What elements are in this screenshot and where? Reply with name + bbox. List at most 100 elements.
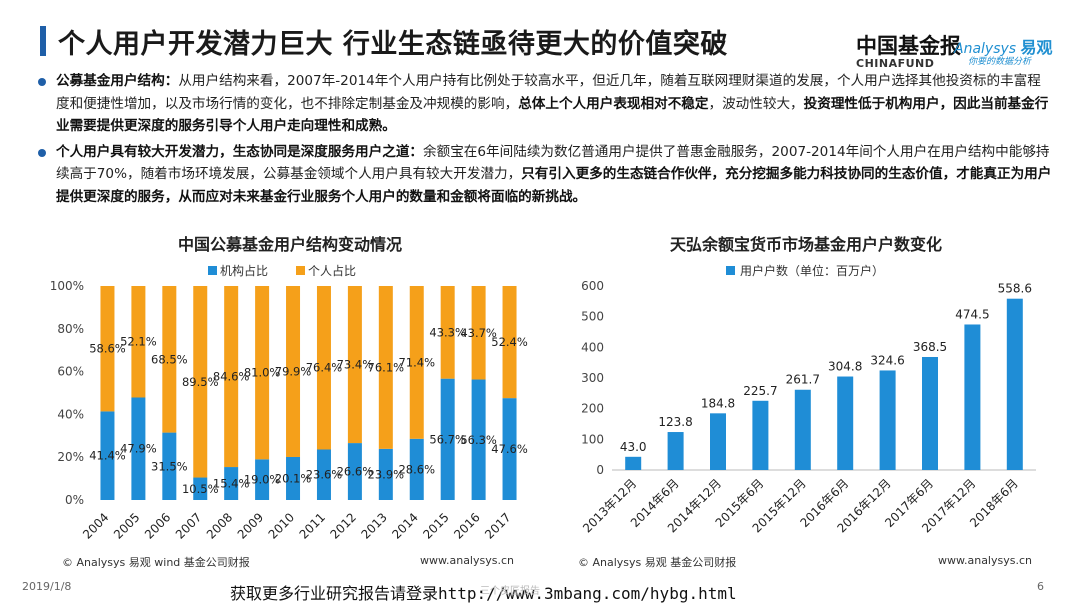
x-tick-label: 2017	[482, 510, 513, 541]
y-tick-label: 300	[581, 371, 604, 385]
chinafund-logo: 中国基金报	[856, 33, 961, 58]
page-number: 6	[1037, 580, 1044, 593]
analysys-logo: Analysys 易观	[954, 34, 1053, 58]
data-label: 52.4%	[491, 335, 528, 349]
x-tick-label: 2005	[111, 510, 142, 541]
slide-date: 2019/1/8	[22, 580, 72, 593]
bar-segment	[255, 459, 270, 500]
bar	[879, 370, 896, 470]
bar-segment	[440, 286, 455, 379]
x-tick-label: 2014	[389, 510, 420, 541]
yiguan-logo: 易观	[1020, 38, 1053, 57]
legend-swatch	[296, 266, 305, 275]
bar-segment	[162, 286, 177, 433]
data-label: 23.9%	[368, 467, 405, 481]
yuebao-users-chart: 天弘余额宝货币市场基金用户户数变化 用户户数（单位：百万户） 0 100 200 300 4…	[556, 228, 1056, 568]
data-label: 76.4%	[306, 361, 343, 375]
bar	[625, 456, 642, 470]
y-tick-label: 100	[581, 432, 604, 446]
data-label: 31.5%	[151, 459, 188, 473]
data-label: 19.0%	[244, 473, 281, 487]
data-label: 123.8	[658, 415, 692, 429]
bullet-text: ，波动性较大，	[708, 95, 804, 112]
data-label: 56.3%	[460, 433, 497, 447]
y-tick-label: 400	[581, 340, 604, 354]
chart1-site: www.analysys.cn	[938, 554, 1032, 567]
bar	[667, 432, 684, 470]
bar-segment	[131, 286, 146, 398]
watermark-text: 三个皮匠报告	[480, 586, 540, 597]
bullet-text: 余额宝在6年间陆续为数亿普通用户提供了普惠金融服务，2007-2014年间个人用…	[56, 143, 1050, 183]
x-tick-label: 2013年12月	[580, 476, 639, 535]
x-tick-label: 2004	[80, 510, 111, 541]
data-label: 84.6%	[213, 370, 250, 384]
data-label: 304.8	[828, 360, 862, 374]
bar-segment	[224, 467, 239, 500]
bar-segment	[131, 397, 146, 500]
data-label: 43.3%	[429, 325, 466, 339]
bar-segment	[378, 286, 393, 449]
data-label: 261.7	[786, 373, 820, 387]
y-tick-label: 500	[581, 310, 604, 324]
data-label: 81.0%	[244, 366, 281, 380]
bar-segment	[409, 286, 424, 439]
data-label: 225.7	[743, 384, 777, 398]
x-tick-label: 2013	[358, 510, 389, 541]
y-tick-label: 20%	[57, 450, 84, 464]
chart0-source: © Analysys 易观 wind 基金公司财报	[62, 556, 250, 569]
bar	[1006, 298, 1023, 470]
legend-label: 机构占比	[220, 263, 268, 278]
bullet-text: 从用户结构来看，2007年-2014年个人用户持有比例处于较高水平，但近几年，随…	[56, 73, 1041, 112]
y-tick-label: 60%	[57, 365, 84, 379]
data-label: 47.9%	[120, 442, 157, 456]
x-tick-label: 2011	[297, 510, 328, 541]
data-label: 79.9%	[275, 364, 312, 378]
bar-segment	[193, 477, 208, 500]
bar-segment	[347, 443, 362, 500]
data-label: 10.5%	[182, 482, 219, 496]
chart-title: 中国公募基金用户结构变动情况	[178, 235, 402, 254]
bar	[964, 324, 981, 470]
bullet-item: 个人用户具有较大开发潜力，生态协同是深度服务用户之道：余额宝在6年间陆续为数亿普…	[38, 141, 1054, 209]
bar	[710, 413, 726, 470]
data-label: 56.7%	[429, 432, 466, 446]
data-label: 26.6%	[337, 465, 374, 479]
promo-link-text[interactable]: 获取更多行业研究报告请登录http://www.3mbang.com/hybg.…	[230, 584, 737, 603]
bullet-lead: 个人用户具有较大开发潜力，生态协同是深度服务用户之道：	[56, 143, 424, 160]
bar-segment	[502, 398, 517, 500]
bar-segment	[471, 379, 486, 500]
y-tick-label: 40%	[57, 407, 84, 421]
y-tick-label: 600	[581, 279, 604, 293]
data-label: 89.5%	[182, 375, 219, 389]
analysys-tagline: 你要的数据分析	[968, 57, 1032, 67]
x-tick-label: 2015	[420, 510, 451, 541]
data-label: 28.6%	[398, 462, 435, 476]
analysys-logo-text: nalysys	[963, 41, 1017, 57]
x-tick-label: 2010	[266, 510, 297, 541]
logos: 中国基金报 CHINAFUND Analysys 易观 你要的数据分析	[856, 30, 1053, 74]
bar-segment	[316, 449, 331, 500]
bullet-dot-icon	[38, 78, 46, 86]
bar-segment	[162, 432, 177, 500]
page-title: 个人用户开发潜力巨大 行业生态链亟待更大的价值突破	[58, 29, 728, 60]
bar-segment	[224, 286, 239, 468]
bar-segment	[193, 286, 208, 478]
bar	[922, 356, 938, 470]
data-label: 58.6%	[89, 342, 126, 356]
bullet-bold: 只有引入更多的生态链合作伙伴，充分挖掘多能力科技协同的生态价值，才能真正为用户提…	[56, 166, 1052, 205]
data-label: 41.4%	[89, 449, 126, 463]
title-accent-bar	[40, 26, 46, 56]
x-tick-label: 2012	[328, 510, 359, 541]
x-tick-label: 2008	[204, 510, 235, 541]
data-label: 76.1%	[368, 360, 405, 374]
bar-segment	[100, 286, 115, 412]
data-label: 23.6%	[306, 468, 343, 482]
legend-swatch	[726, 266, 735, 275]
bar-segment	[347, 286, 362, 444]
bar	[837, 376, 854, 470]
bar-segment	[409, 438, 424, 500]
user-structure-chart: 中国公募基金用户结构变动情况 机构占比 个人占比 0% 20% 40% 60% 80% 100%…	[40, 228, 540, 568]
y-tick-label: 80%	[57, 322, 84, 336]
data-label: 73.4%	[337, 358, 374, 372]
